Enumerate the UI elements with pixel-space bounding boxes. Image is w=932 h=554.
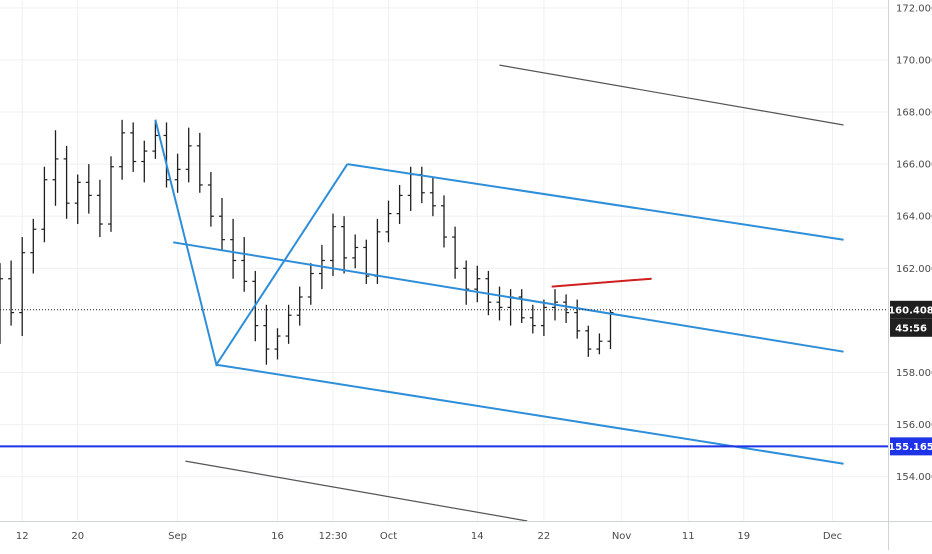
ohlc-bar [341, 216, 348, 274]
ohlc-bar [474, 265, 481, 303]
ohlc-bar [540, 299, 547, 337]
ohlc-bar [30, 218, 37, 274]
y-tick-label: 158.000 [896, 368, 932, 379]
ohlc-bar [385, 200, 392, 243]
x-tick-label: 16 [271, 531, 284, 542]
x-tick-label: Sep [168, 531, 187, 542]
x-tick-label: 14 [471, 531, 484, 542]
ohlc-bar [185, 127, 192, 183]
ohlc-bar [230, 218, 237, 279]
y-tick-label: 172.000 [896, 3, 932, 14]
y-tick-label: 154.000 [896, 472, 932, 483]
ohlc-bar [163, 122, 170, 188]
red-line[interactable] [551, 277, 652, 288]
ohlc-bar [330, 213, 336, 277]
ohlc-bar [219, 197, 225, 251]
price-bars [0, 119, 614, 365]
ohlc-bar [263, 304, 270, 365]
pitchfork-median[interactable] [173, 241, 844, 353]
ohlc-bar [563, 294, 570, 324]
horizontal-level-badge [890, 437, 932, 456]
ohlc-bar [518, 289, 525, 324]
x-tick-label: 20 [71, 531, 84, 542]
x-tick-label: 22 [538, 531, 551, 542]
countdown-label: 45:56 [895, 323, 927, 334]
ohlc-bar [119, 119, 126, 180]
ohlc-bar [607, 309, 614, 350]
x-tick-label: 19 [737, 531, 750, 542]
ohlc-bar [418, 166, 425, 204]
ohlc-bar [574, 299, 581, 339]
ohlc-bar [296, 286, 303, 326]
ohlc-bar [96, 179, 103, 238]
ohlc-bar [452, 226, 459, 279]
ohlc-bar [152, 119, 159, 159]
y-tick-label: 162.000 [896, 264, 932, 275]
ohlc-bar [463, 260, 470, 305]
pitchfork-handle[interactable] [154, 119, 349, 368]
ohlc-bar [74, 174, 81, 225]
y-tick-label: 168.000 [896, 108, 932, 119]
x-tick-label: 12 [16, 531, 29, 542]
ohlc-bar [374, 218, 381, 284]
last-price-badge [890, 300, 932, 319]
ohlc-bar [585, 325, 592, 357]
pitchfork-upper[interactable] [347, 163, 844, 241]
ohlc-bar [429, 177, 436, 217]
x-tick-label: Dec [823, 531, 842, 542]
ohlc-bar [0, 263, 3, 344]
ohlc-bar [529, 304, 536, 334]
ohlc-bar [441, 195, 447, 248]
y-tick-label: 166.000 [896, 160, 932, 171]
y-tick-label: 164.000 [896, 212, 932, 223]
ohlc-bar [41, 166, 48, 243]
ohlc-bar [207, 171, 214, 227]
ohlc-bar [274, 328, 281, 360]
y-tick-label: 170.000 [896, 55, 932, 66]
ohlc-bar [396, 184, 403, 225]
ohlc-bar [496, 286, 503, 321]
y-tick-label: 156.000 [896, 420, 932, 431]
ohlc-bar [174, 153, 181, 193]
ohlc-bar [596, 333, 603, 355]
ohlc-bar [285, 304, 292, 344]
ohlc-bar [141, 140, 148, 183]
ohlc-bar [85, 164, 92, 214]
ohlc-bar [363, 239, 370, 284]
pitchfork-lower[interactable] [216, 363, 844, 465]
x-tick-label: 12:30 [319, 531, 348, 542]
ohlc-bar [19, 237, 26, 337]
ohlc-bar [352, 234, 359, 269]
ohlc-bar [307, 263, 314, 305]
horizontal-level-label: 155.165 [888, 442, 932, 453]
ohlc-bar [196, 132, 203, 193]
countdown-badge [890, 318, 932, 337]
ohlc-bar [52, 130, 59, 206]
last-price-label: 160.408 [888, 305, 932, 316]
ohlc-bar [63, 145, 70, 219]
ohlc-bar [108, 156, 114, 232]
ohlc-bar [130, 122, 137, 172]
x-tick-label: 11 [682, 531, 695, 542]
ohlc-bar [8, 260, 15, 326]
gray-upper-line[interactable] [499, 64, 844, 126]
ohlc-bar [241, 237, 248, 292]
x-tick-label: Oct [380, 531, 397, 542]
x-tick-label: Nov [612, 531, 632, 542]
ohlc-bar [507, 289, 514, 326]
gray-lower-line[interactable] [185, 460, 528, 522]
